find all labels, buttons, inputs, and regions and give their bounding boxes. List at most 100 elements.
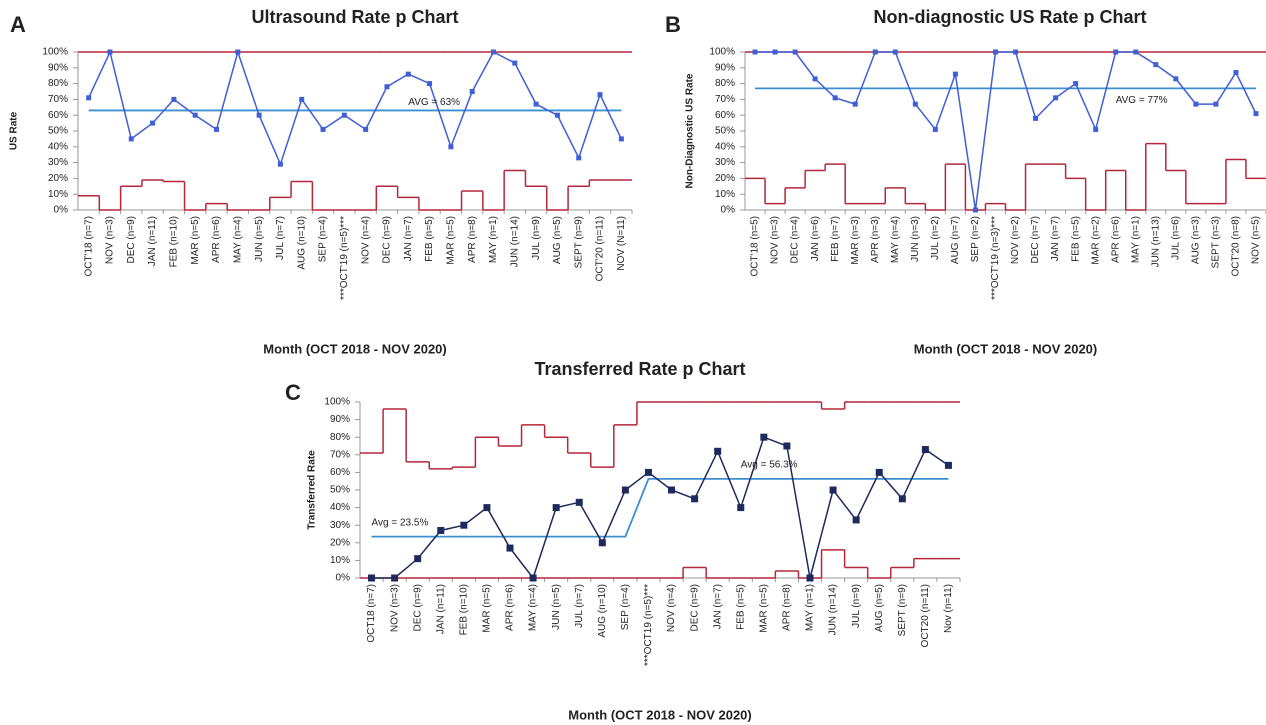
x-tick-label: JUN (n=5)	[551, 584, 562, 630]
data-point	[872, 49, 878, 55]
average-annotation: AVG = 63%	[408, 97, 460, 108]
x-tick-label: FEB (n=10)	[458, 584, 469, 635]
x-tick-label: APR (n=6)	[1110, 216, 1121, 263]
data-point	[533, 101, 539, 107]
y-tick-label: 70%	[715, 94, 735, 105]
x-tick-label: MAR (n=5)	[482, 584, 493, 633]
data-point	[575, 498, 583, 506]
data-point	[832, 95, 838, 101]
data-line	[371, 436, 949, 580]
chart-title: Ultrasound Rate p Chart	[251, 7, 458, 27]
data-point	[437, 526, 445, 534]
data-point	[1013, 49, 1019, 55]
x-tick-label: DEC (n=9)	[412, 584, 423, 632]
x-tick-label: ***OCT'19 (n=3)***	[990, 216, 1001, 300]
data-point	[299, 96, 305, 102]
x-tick-label: APR (n=6)	[211, 216, 222, 263]
x-tick-label: NOV (n=3)	[105, 216, 116, 264]
data-point	[1033, 115, 1039, 121]
x-tick-label: ***OCT'19 (n=5)***	[339, 216, 350, 300]
data-point	[912, 101, 918, 107]
y-tick-label: 50%	[330, 485, 350, 496]
x-tick-label: JUL (n=7)	[275, 216, 286, 260]
data-point	[235, 49, 241, 55]
y-axis-label: Non-Diagnostic US Rate	[685, 73, 696, 188]
data-point	[852, 516, 860, 524]
data-point	[1133, 49, 1139, 55]
data-point	[737, 504, 745, 512]
x-tick-label: JUN (n=14)	[828, 584, 839, 635]
x-tick-label: SEPT (n=9)	[897, 584, 908, 636]
y-tick-label: 30%	[715, 157, 735, 168]
y-tick-label: 50%	[715, 126, 735, 137]
x-tick-label: JUN (n=14)	[509, 216, 520, 267]
x-tick-label: FEB (n=7)	[830, 216, 841, 262]
data-point	[414, 555, 422, 563]
x-tick-label: ***OCT19 (n=5)***	[643, 584, 654, 666]
data-point	[852, 101, 858, 107]
data-point	[107, 49, 113, 55]
y-tick-label: 90%	[330, 414, 350, 425]
data-point	[1093, 126, 1099, 132]
x-tick-label: AUG (n=5)	[552, 216, 563, 264]
data-point	[1193, 101, 1199, 107]
data-point	[491, 49, 496, 55]
data-point	[618, 136, 624, 142]
data-point	[806, 574, 814, 582]
data-line	[87, 49, 623, 167]
x-tick-label: MAY (n=4)	[528, 584, 539, 631]
y-tick-label: 30%	[48, 157, 68, 168]
data-point	[691, 495, 699, 503]
data-point	[1113, 49, 1119, 55]
data-point	[405, 71, 411, 77]
y-tick-label: 30%	[330, 520, 350, 531]
x-tick-label: SEPT (n=9)	[573, 216, 584, 268]
x-tick-label: FEB (n=5)	[424, 216, 435, 262]
x-tick-label: JUL (n=2)	[930, 216, 941, 260]
data-point	[554, 112, 560, 118]
x-tick-label: NOV (n=3)	[389, 584, 400, 632]
y-tick-label: 40%	[330, 502, 350, 513]
data-point	[427, 81, 433, 87]
x-tick-label: DEC (n=9)	[382, 216, 393, 264]
data-point	[320, 126, 326, 132]
y-tick-label: 40%	[715, 141, 735, 152]
data-point	[391, 574, 399, 582]
x-tick-label: SEP (n=4)	[318, 216, 329, 262]
data-point	[1253, 111, 1259, 117]
average-annotation: Avg = 23.5%	[372, 517, 429, 528]
x-tick-label: APR (n=6)	[505, 584, 516, 631]
x-tick-label: AUG (n=5)	[874, 584, 885, 632]
data-point	[952, 71, 958, 77]
data-point	[1153, 62, 1159, 68]
panel-label: C	[285, 380, 301, 405]
x-tick-label: JUN (n=3)	[910, 216, 921, 262]
data-point	[1213, 101, 1219, 107]
data-point	[829, 486, 837, 494]
x-tick-label: SEPT (n=3)	[1211, 216, 1222, 268]
y-tick-label: 70%	[330, 449, 350, 460]
data-point	[552, 504, 560, 512]
x-tick-label: APR (n=8)	[467, 216, 478, 263]
data-point	[506, 544, 514, 552]
data-point	[714, 447, 722, 455]
x-tick-label: AUG (n=3)	[1191, 216, 1202, 264]
x-tick-label: AUG (n=10)	[597, 584, 608, 638]
x-tick-label: JAN (n=6)	[810, 216, 821, 261]
y-tick-label: 100%	[709, 47, 735, 58]
x-tick-label: JAN (n=7)	[403, 216, 414, 261]
data-point	[128, 136, 134, 142]
x-tick-label: JUN (n=13)	[1150, 216, 1161, 267]
data-point	[752, 49, 758, 55]
average-annotation: AVG = 77%	[1116, 95, 1168, 106]
data-point	[256, 112, 262, 118]
data-point	[1073, 81, 1079, 87]
y-axis-label: US Rate	[9, 111, 20, 150]
data-point	[150, 120, 156, 126]
y-tick-label: 0%	[721, 205, 736, 216]
x-axis-label: Month (OCT 2018 - NOV 2020)	[914, 341, 1097, 356]
x-tick-label: OCT18 (n=7)	[366, 584, 377, 643]
x-tick-label: MAY (n=1)	[805, 584, 816, 631]
data-point	[448, 144, 454, 150]
